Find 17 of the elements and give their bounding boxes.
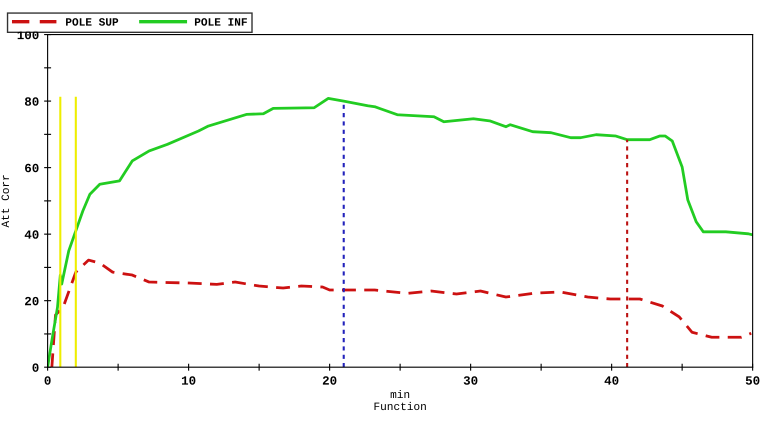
y-tick-label: 20: [25, 296, 39, 306]
y-axis-title: Att Corr: [1, 175, 10, 228]
y-tick-label: 80: [24, 97, 39, 106]
y-tick-label: 100: [18, 30, 39, 40]
x-tick-label: 20: [322, 376, 336, 385]
x-tick-label: 50: [746, 376, 760, 385]
y-tick-label: 60: [25, 164, 39, 172]
x-tick-label: 40: [604, 376, 618, 385]
x-tick-label: 30: [464, 376, 478, 385]
y-tick-label: 0: [32, 363, 39, 372]
x-axis-title: min Function: [374, 390, 426, 410]
legend-label: POLE SUP: [66, 18, 118, 26]
x-tick-label: 10: [182, 376, 196, 385]
x-tick-label: 0: [44, 376, 51, 385]
line-series: [50, 258, 753, 368]
y-tick-label: 40: [24, 230, 39, 239]
legend-label: POLE INF: [194, 18, 247, 26]
